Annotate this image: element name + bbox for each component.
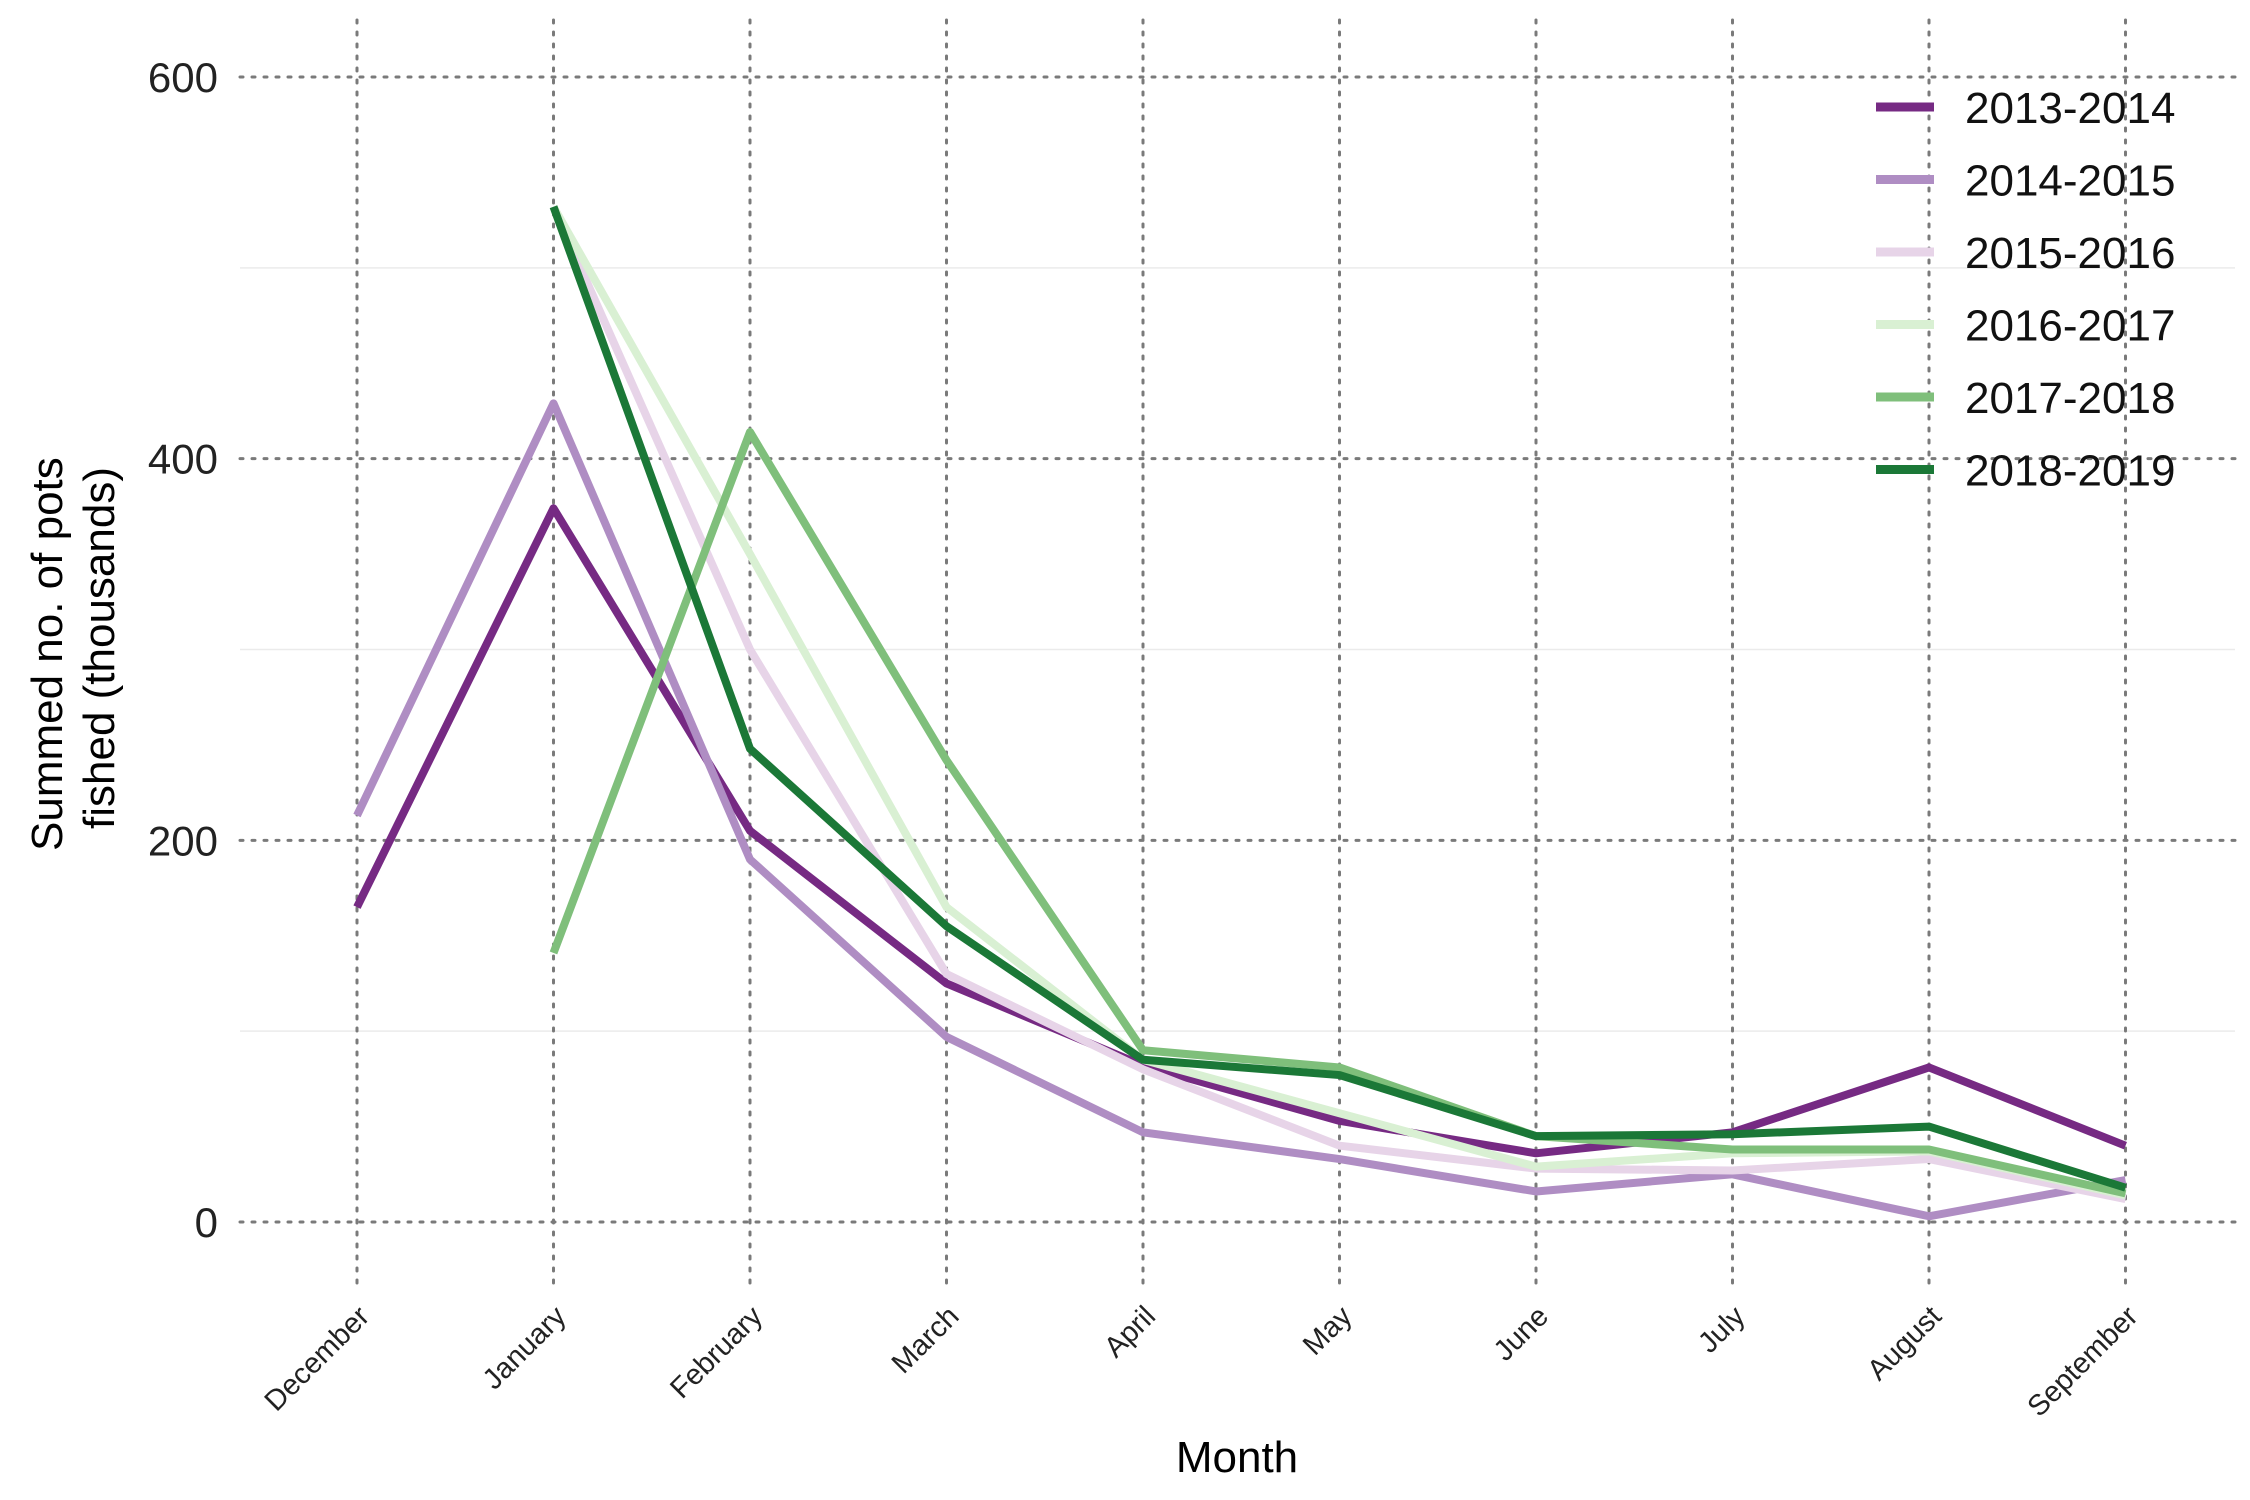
legend-label: 2013-2014 <box>1965 84 2175 133</box>
y-axis-title: Summed no. of pots fished (thousands) <box>23 445 124 851</box>
major-gridlines <box>238 18 2237 1287</box>
x-tick-label: April <box>1098 1300 1162 1364</box>
series-line <box>353 504 2127 1158</box>
x-tick-label: February <box>664 1300 769 1405</box>
y-tick-label: 0 <box>195 1199 218 1246</box>
x-tick-label: May <box>1297 1300 1359 1362</box>
series-line <box>353 399 2127 1221</box>
series-line <box>549 205 2127 1204</box>
series-line <box>549 205 2127 1192</box>
legend-label: 2017-2018 <box>1965 374 2175 423</box>
legend-label: 2014-2015 <box>1965 157 2175 206</box>
x-tick-label: June <box>1488 1300 1555 1367</box>
legend-label: 2015-2016 <box>1965 229 2175 278</box>
series-line <box>549 427 2127 1198</box>
y-tick-label: 200 <box>148 817 218 864</box>
y-tick-label: 600 <box>148 54 218 101</box>
x-axis-title: Month <box>1176 1433 1298 1482</box>
x-tick-label: August <box>1861 1300 1947 1386</box>
x-tick-label: July <box>1692 1300 1751 1359</box>
x-axis-tick-labels: December January February March April May June… <box>259 1300 2145 1423</box>
legend: 2013-2014 2014-2015 2015-2016 2016-2017 2017… <box>1876 84 2175 496</box>
legend-label: 2016-2017 <box>1965 302 2175 351</box>
y-tick-label: 400 <box>148 436 218 483</box>
y-axis-title-line-1: Summed no. of pots <box>23 457 72 851</box>
minor-gridlines <box>240 267 2235 1032</box>
x-tick-label: September <box>2022 1300 2145 1423</box>
x-tick-label: January <box>477 1300 573 1396</box>
x-tick-label: March <box>886 1300 966 1380</box>
x-tick-label: December <box>259 1300 376 1417</box>
series-lines <box>353 204 2127 1221</box>
legend-label: 2018-2019 <box>1965 447 2175 496</box>
y-axis-title-line-2: fished (thousands) <box>75 467 124 829</box>
y-axis-tick-labels: 0 200 400 600 <box>148 54 218 1246</box>
